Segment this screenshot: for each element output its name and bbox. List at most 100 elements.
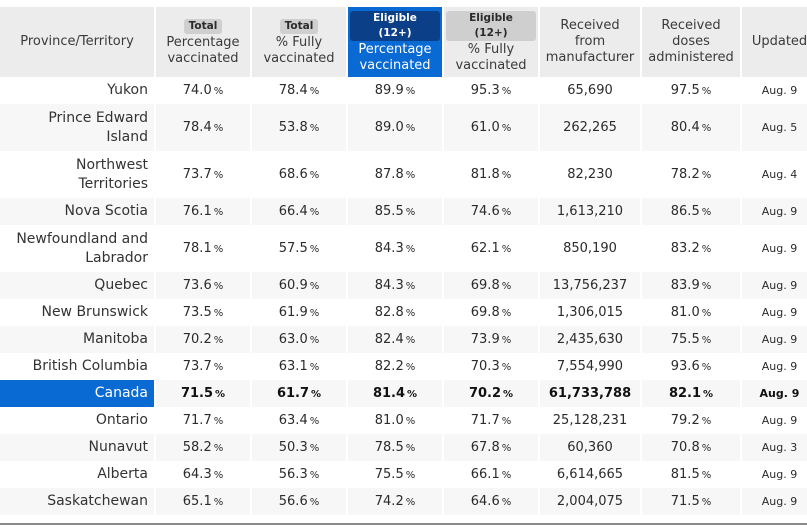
cell-value: 69.8 (470, 304, 500, 320)
province-name: Alberta (97, 466, 148, 482)
column-group-badge: Total (279, 18, 319, 34)
column-header-label: Percentage (358, 41, 432, 57)
cell-value: 89.9 (374, 82, 404, 98)
eligible-percentage-cell: 75.5% (348, 461, 442, 488)
table-row[interactable]: Northwest Territories 73.7% 68.6% 87.8% 81.8%… (0, 151, 807, 198)
table-row[interactable]: Saskatchewan 65.1% 56.6% 74.2% 64.6% 2,004,07… (0, 488, 807, 515)
table-row[interactable]: New Brunswick 73.5% 61.9% 82.8% 69.8% 1,306,0… (0, 299, 807, 326)
cell-value: 82.1 (668, 385, 702, 401)
cell-value: 74.0 (182, 82, 212, 98)
total-percentage-cell: 65.1% (156, 488, 250, 515)
table-row[interactable]: Quebec 73.6% 60.9% 84.3% 69.8% 13,756,237 83.9… (0, 272, 807, 299)
percent-sign: % (407, 388, 418, 400)
province-name-cell: Northwest Territories (0, 151, 154, 198)
percent-sign: % (213, 169, 224, 181)
cell-value: 63.4 (278, 412, 308, 428)
percent-sign: % (309, 122, 320, 134)
province-name-cell: Nova Scotia (0, 198, 154, 225)
province-name-cell: British Columbia (0, 353, 154, 380)
table-row[interactable]: Nova Scotia 76.1% 66.4% 85.5% 74.6% 1,613,210… (0, 198, 807, 225)
province-name: Nunavut (88, 439, 148, 455)
column-header-label: vaccinated (359, 57, 431, 73)
cell-value: 93.6 (670, 358, 700, 374)
cell-value: 74.2 (374, 493, 404, 509)
table-row[interactable]: Ontario 71.7% 63.4% 81.0% 71.7% 25,128,231 79.… (0, 407, 807, 434)
column-header-received-doses-administered[interactable]: Received doses administered (642, 7, 740, 77)
total-fully-cell: 60.9% (252, 272, 346, 299)
cell-value: 61,733,788 (548, 386, 632, 401)
percent-sign: % (405, 469, 416, 481)
percent-sign: % (309, 243, 320, 255)
eligible-fully-cell: 66.1% (444, 461, 538, 488)
total-percentage-cell: 76.1% (156, 198, 250, 225)
total-percentage-cell: 58.2% (156, 434, 250, 461)
percent-sign: % (213, 469, 224, 481)
province-name-cell: Saskatchewan (0, 488, 154, 515)
received-cell: 60,360 (540, 434, 640, 461)
table-row[interactable]: Newfoundland and Labrador 78.1% 57.5% 84.3% 6… (0, 225, 807, 272)
eligible-fully-cell: 61.0% (444, 104, 538, 151)
total-fully-cell: 56.3% (252, 461, 346, 488)
administered-cell: 80.4% (642, 104, 740, 151)
percent-sign: % (501, 280, 512, 292)
total-fully-cell: 78.4% (252, 77, 346, 104)
cell-value: 78.4 (182, 119, 212, 135)
percent-sign: % (405, 85, 416, 97)
column-header-label: administered (648, 50, 734, 65)
table-row[interactable]: Manitoba 70.2% 63.0% 82.4% 73.9% 2,435,630 75.… (0, 326, 807, 353)
cell-value: 68.6 (278, 166, 308, 182)
eligible-percentage-cell: 87.8% (348, 151, 442, 198)
cell-value: 62.1 (470, 240, 500, 256)
table-bottom-border (0, 523, 807, 525)
eligible-percentage-cell: 84.3% (348, 225, 442, 272)
table-row[interactable]: Alberta 64.3% 56.3% 75.5% 66.1% 6,614,665 81.5… (0, 461, 807, 488)
province-name: Manitoba (83, 331, 148, 347)
percent-sign: % (213, 280, 224, 292)
cell-value: 81.0 (374, 412, 404, 428)
cell-value: 82.2 (374, 358, 404, 374)
total-fully-cell: 63.0% (252, 326, 346, 353)
eligible-percentage-cell: 78.5% (348, 434, 442, 461)
percent-sign: % (213, 206, 224, 218)
total-percentage-cell: 73.6% (156, 272, 250, 299)
updated-cell: Aug. 9 (742, 77, 807, 104)
table-row[interactable]: Canada 71.5% 61.7% 81.4% 70.2% 61,733,788 82.1… (0, 380, 807, 407)
administered-cell: 97.5% (642, 77, 740, 104)
eligible-percentage-cell: 82.2% (348, 353, 442, 380)
percent-sign: % (215, 388, 226, 400)
eligible-percentage-cell: 89.9% (348, 77, 442, 104)
percent-sign: % (405, 361, 416, 373)
updated-cell: Aug. 9 (742, 198, 807, 225)
cell-value: 64.3 (182, 466, 212, 482)
column-header-updated[interactable]: Updated (742, 7, 807, 77)
table-row[interactable]: Nunavut 58.2% 50.3% 78.5% 67.8% 60,360 70.8% Au… (0, 434, 807, 461)
column-header-total-fully-vaccinated[interactable]: Total% Fully vaccinated (252, 7, 346, 77)
percent-sign: % (405, 442, 416, 454)
cell-value: 71.5 (670, 493, 700, 509)
updated-cell: Aug. 9 (742, 225, 807, 272)
administered-cell: 82.1% (642, 380, 740, 407)
province-name: Northwest (75, 156, 148, 173)
administered-cell: 83.2% (642, 225, 740, 272)
administered-cell: 83.9% (642, 272, 740, 299)
table-row[interactable]: Prince Edward Island 78.4% 53.8% 89.0% 61.0% 2… (0, 104, 807, 151)
total-fully-cell: 57.5% (252, 225, 346, 272)
column-header-eligible-percentage-vaccinated[interactable]: Eligible (12+) Percentage vaccinated (348, 7, 442, 77)
cell-value: 65,690 (567, 83, 613, 98)
cell-value: 63.1 (278, 358, 308, 374)
cell-value: Aug. 9 (761, 360, 798, 373)
column-header-received-from-manufacturer[interactable]: Received from manufacturer (540, 7, 640, 77)
province-name: Nova Scotia (64, 203, 148, 219)
cell-value: 70.2 (468, 385, 502, 401)
percent-sign: % (701, 361, 712, 373)
column-header-eligible-fully-vaccinated[interactable]: Eligible (12+)% Fully vaccinated (444, 7, 538, 77)
cell-value: 58.2 (182, 439, 212, 455)
column-group-badge: Eligible (12+) (350, 10, 440, 41)
cell-value: 82.4 (374, 331, 404, 347)
column-header-label: vaccinated (167, 50, 239, 66)
column-header-province-territory[interactable]: Province/Territory (0, 7, 154, 77)
cell-value: 75.5 (374, 466, 404, 482)
table-row[interactable]: Yukon 74.0% 78.4% 89.9% 95.3% 65,690 97.5% Aug.… (0, 77, 807, 104)
table-row[interactable]: British Columbia 73.7% 63.1% 82.2% 70.3% 7,55… (0, 353, 807, 380)
column-header-total-percentage-vaccinated[interactable]: Total Percentage vaccinated (156, 7, 250, 77)
